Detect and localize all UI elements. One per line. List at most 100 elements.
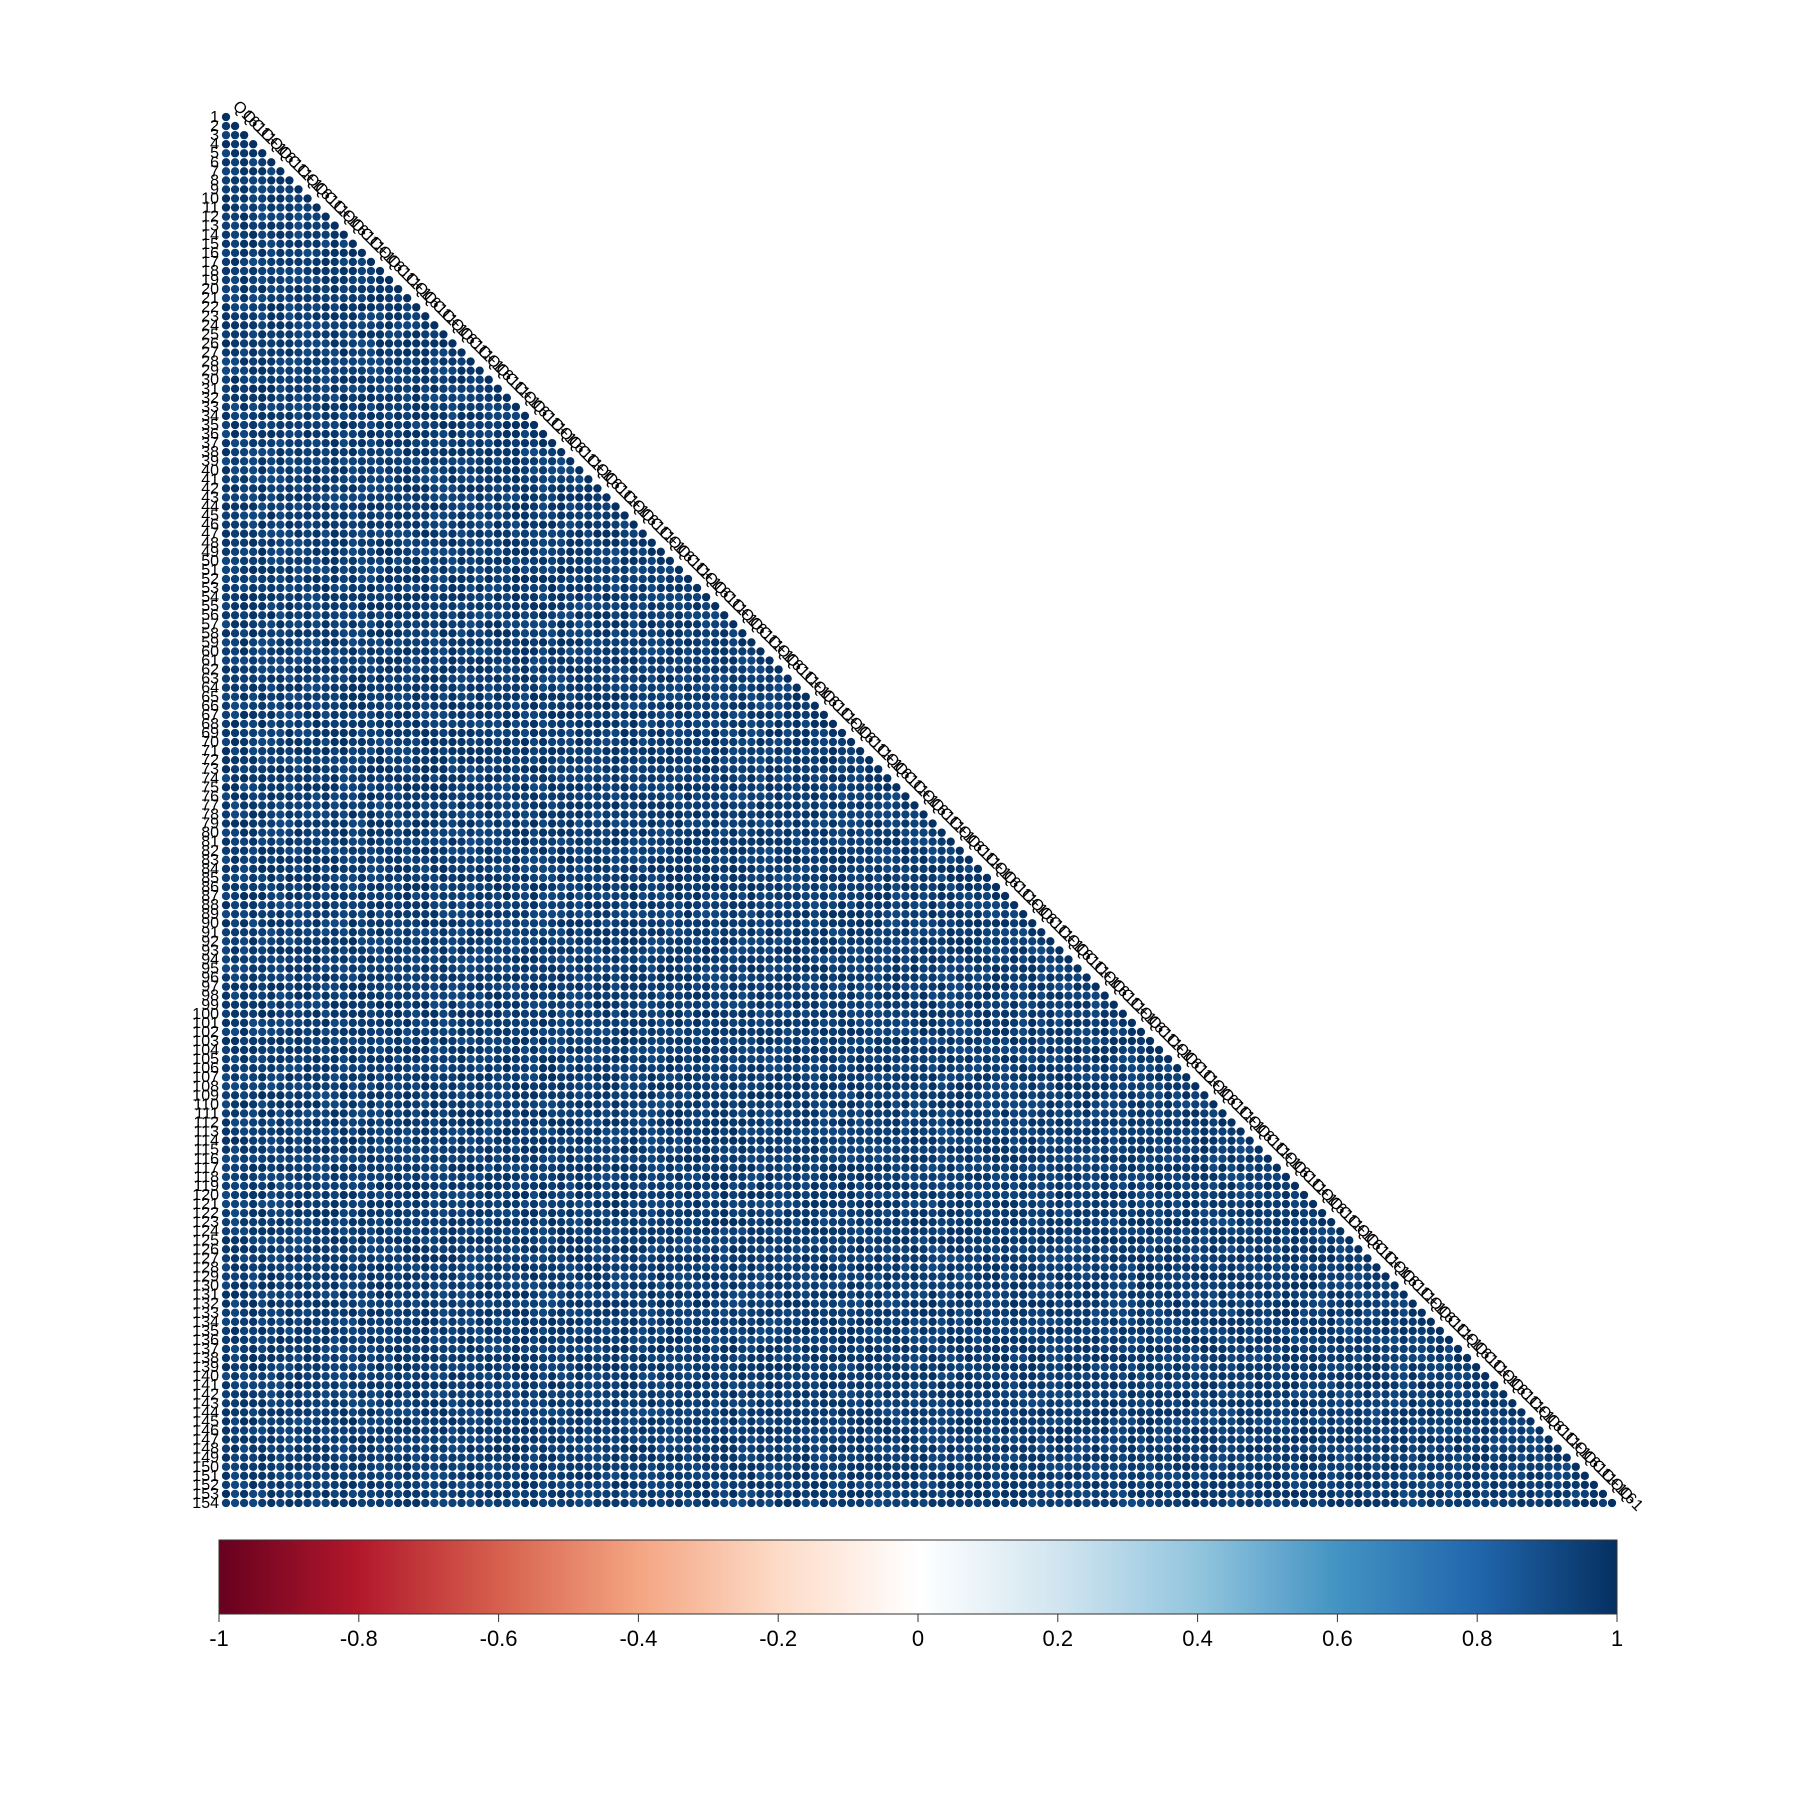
matrix-cell [493,1009,502,1018]
matrix-cell [221,873,231,883]
matrix-cell [366,429,376,439]
matrix-cell [312,275,321,285]
matrix-cell [611,701,620,710]
matrix-cell [692,900,702,910]
matrix-cell [285,837,294,846]
matrix-cell [774,801,783,810]
matrix-cell [846,737,856,747]
matrix-cell [276,873,285,883]
matrix-cell [239,448,249,457]
matrix-cell [339,611,348,620]
matrix-cell [421,765,430,774]
matrix-cell [792,891,801,901]
matrix-cell [575,756,584,765]
matrix-cell [439,828,448,837]
matrix-cell [493,502,502,511]
matrix-cell [276,656,285,665]
matrix-cell [720,891,729,901]
matrix-cell [249,937,258,946]
matrix-cell [819,873,829,883]
matrix-cell [439,756,448,765]
matrix-cell [874,891,883,901]
matrix-cell [312,203,321,212]
matrix-cell [412,547,421,556]
matrix-cell [756,846,765,855]
matrix-cell [276,574,285,584]
matrix-cell [475,547,484,556]
matrix-cell [620,828,629,837]
matrix-cell [493,602,502,611]
matrix-cell [312,1000,321,1009]
matrix-cell [375,574,385,584]
matrix-cell [321,239,330,248]
matrix-cell [239,910,249,919]
matrix-cell [611,629,620,638]
matrix-cell [258,792,267,801]
matrix-cell [674,620,684,629]
matrix-cell [221,167,231,176]
matrix-cell [538,964,548,973]
matrix-cell [321,330,330,339]
matrix-cell [557,502,566,511]
matrix-cell [276,583,285,593]
matrix-cell [901,964,910,973]
matrix-cell [285,592,294,602]
matrix-cell [303,194,312,203]
matrix-cell [258,973,267,982]
matrix-cell [566,520,575,529]
matrix-cell [692,701,702,710]
matrix-cell [783,674,792,683]
matrix-cell [258,257,267,267]
matrix-cell [982,964,992,973]
matrix-cell [511,964,521,973]
matrix-cell [674,973,684,982]
matrix-cell [756,837,765,846]
matrix-cell [357,964,367,973]
matrix-cell [357,928,367,937]
matrix-cell [566,547,575,556]
matrix-cell [357,973,367,982]
matrix-cell [230,121,240,131]
matrix-cell [865,783,874,792]
matrix-cell [493,466,502,475]
matrix-cell [258,321,267,330]
matrix-cell [547,547,557,556]
matrix-cell [720,665,729,674]
matrix-cell [384,321,394,330]
matrix-cell [674,674,684,683]
matrix-cell [457,420,466,430]
matrix-cell [239,810,249,819]
matrix-cell [529,982,539,991]
matrix-cell [412,828,421,837]
matrix-cell [547,810,557,819]
matrix-cell [584,701,593,710]
matrix-cell [837,837,847,846]
matrix-cell [674,891,684,901]
matrix-cell [493,982,502,991]
matrix-cell [520,955,530,964]
matrix-cell [412,937,421,946]
matrix-cell [357,321,367,330]
matrix-cell [258,411,267,421]
matrix-cell [412,855,421,864]
matrix-cell [366,583,376,593]
matrix-cell [783,864,792,874]
matrix-cell [267,665,276,674]
matrix-cell [620,719,629,729]
matrix-cell [430,484,439,493]
matrix-cell [258,294,267,303]
matrix-cell [267,158,276,167]
matrix-cell [566,592,575,602]
matrix-cell [357,538,367,547]
matrix-cell [711,792,720,801]
matrix-cell [258,203,267,212]
matrix-cell [1009,937,1019,946]
matrix-cell [430,810,439,819]
matrix-cell [720,828,729,837]
matrix-cell [502,910,511,919]
matrix-cell [294,583,303,593]
matrix-cell [348,384,357,393]
matrix-cell [393,475,403,484]
matrix-cell [674,900,684,910]
matrix-cell [393,891,403,901]
